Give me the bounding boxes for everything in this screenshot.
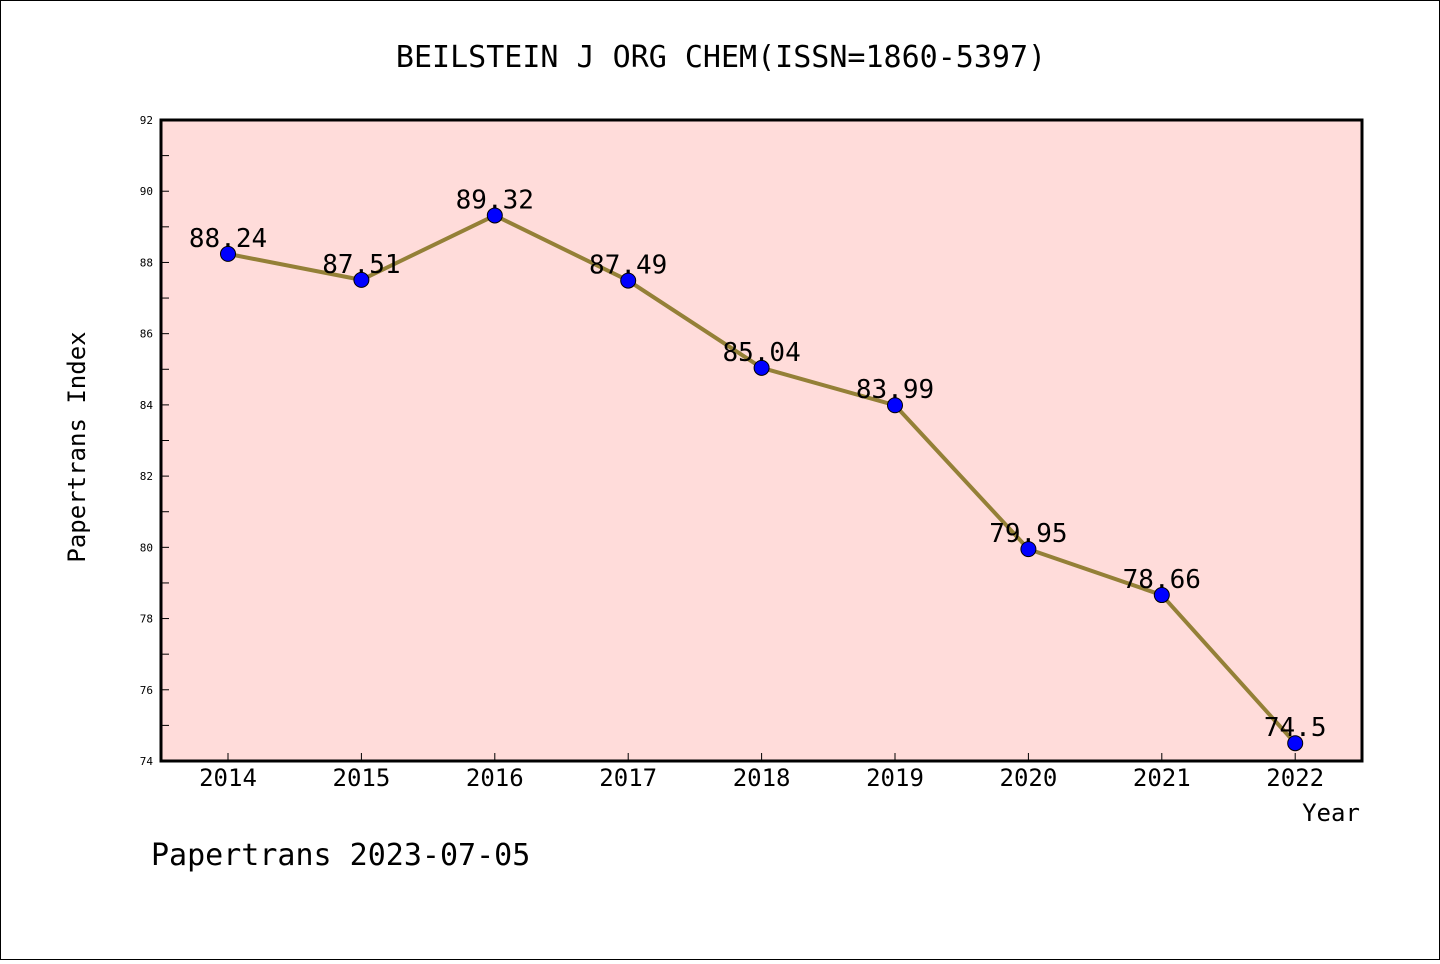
data-label-2015: 87.51: [322, 250, 400, 280]
data-point-2016: [486, 207, 503, 224]
data-label-2019: 83.99: [856, 375, 934, 405]
y-axis: 74 76 78 80 82 84 86 88 90 92: [140, 114, 169, 768]
data-label-2018: 85.04: [722, 338, 800, 368]
x-tick-label: 2022: [1266, 764, 1324, 792]
data-point-2020: [1020, 541, 1037, 558]
footer-text: Papertrans 2023-07-05: [151, 838, 530, 873]
data-point-2015: [353, 271, 370, 288]
y-tick-label: 88: [140, 256, 153, 269]
data-label-2016: 89.32: [456, 185, 534, 215]
x-tick-label: 2017: [599, 764, 657, 792]
y-tick-label: 86: [140, 328, 153, 341]
y-tick-label: 74: [140, 755, 154, 768]
x-tick-label: 2016: [466, 764, 524, 792]
data-label-2021: 78.66: [1123, 565, 1201, 595]
x-axis-label: Year: [1302, 799, 1360, 827]
x-axis: 2014 2015 2016 2017 2018 2019 2020 2021 2022: [199, 753, 1324, 792]
y-tick-label: 90: [140, 185, 153, 198]
data-points: [220, 207, 1304, 752]
y-axis-label: Papertrans Index: [63, 331, 91, 562]
y-tick-label: 84: [140, 399, 154, 412]
plot-area: [161, 120, 1362, 761]
data-labels: 88.24 87.51 89.32 87.49 85.04 83.99 79.95 78.66…: [189, 185, 1327, 743]
x-tick-label: 2018: [733, 764, 791, 792]
x-tick-label: 2015: [333, 764, 391, 792]
x-tick-label: 2020: [1000, 764, 1058, 792]
data-point-2018: [753, 359, 770, 376]
y-tick-label: 82: [140, 470, 153, 483]
y-tick-label: 78: [140, 613, 153, 626]
data-point-2014: [220, 245, 236, 262]
data-point-2019: [887, 397, 903, 414]
y-tick-label: 92: [140, 114, 153, 127]
y-tick-label: 80: [140, 541, 153, 554]
data-label-2022: 74.5: [1264, 713, 1327, 743]
x-tick-label: 2019: [866, 764, 924, 792]
data-point-2017: [620, 272, 637, 289]
data-point-2021: [1153, 587, 1170, 604]
data-point-2022: [1287, 735, 1304, 752]
x-tick-label: 2021: [1133, 764, 1191, 792]
plot-border: [159, 118, 1364, 763]
data-label-2017: 87.49: [589, 251, 667, 281]
data-label-2020: 79.95: [989, 519, 1067, 549]
chart-title: BEILSTEIN J ORG CHEM(ISSN=1860-5397): [396, 40, 1046, 75]
x-tick-label: 2014: [199, 764, 257, 792]
data-label-2014: 88.24: [189, 224, 267, 254]
y-tick-label: 76: [140, 684, 153, 697]
